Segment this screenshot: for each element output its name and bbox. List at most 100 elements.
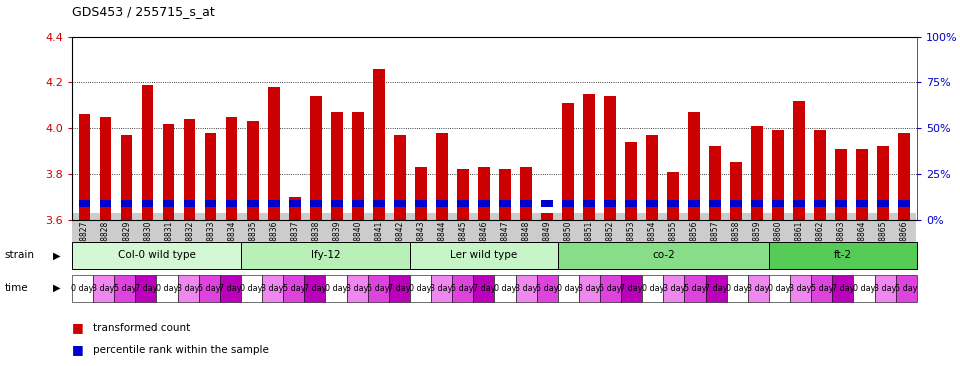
Bar bbox=[558, 274, 579, 302]
Text: 5 day: 5 day bbox=[451, 284, 474, 293]
Bar bbox=[220, 274, 241, 302]
Text: 3 day: 3 day bbox=[177, 284, 200, 293]
Bar bbox=[604, 96, 615, 220]
Text: ■: ■ bbox=[72, 343, 84, 356]
Bar bbox=[135, 274, 156, 302]
Bar bbox=[114, 274, 135, 302]
Bar bbox=[494, 274, 516, 302]
Bar bbox=[793, 101, 804, 220]
Text: 7 day: 7 day bbox=[472, 284, 495, 293]
Bar bbox=[769, 274, 790, 302]
Text: 3 day: 3 day bbox=[92, 284, 115, 293]
Text: 0 day: 0 day bbox=[493, 284, 516, 293]
Text: 5 day: 5 day bbox=[282, 284, 305, 293]
Bar bbox=[541, 213, 553, 220]
Text: time: time bbox=[5, 283, 29, 293]
Text: 0 day: 0 day bbox=[71, 284, 94, 293]
Bar bbox=[436, 200, 447, 207]
Bar bbox=[452, 274, 473, 302]
Bar bbox=[727, 274, 748, 302]
Text: 3 day: 3 day bbox=[430, 284, 453, 293]
Text: ▶: ▶ bbox=[53, 250, 60, 260]
Bar bbox=[769, 242, 917, 269]
Text: 5 day: 5 day bbox=[367, 284, 390, 293]
Bar bbox=[814, 200, 826, 207]
Bar bbox=[331, 112, 343, 220]
Text: 3 day: 3 day bbox=[747, 284, 770, 293]
Bar bbox=[262, 274, 283, 302]
Bar bbox=[394, 135, 406, 220]
Bar bbox=[642, 274, 663, 302]
Bar bbox=[706, 274, 727, 302]
Bar bbox=[752, 126, 763, 220]
Bar bbox=[394, 200, 406, 207]
Bar bbox=[646, 200, 658, 207]
Bar bbox=[389, 274, 410, 302]
Bar bbox=[100, 117, 111, 220]
Text: 5 day: 5 day bbox=[810, 284, 833, 293]
Bar bbox=[563, 200, 574, 207]
Bar bbox=[473, 274, 494, 302]
Bar bbox=[520, 200, 532, 207]
Bar bbox=[835, 200, 847, 207]
Text: 7 day: 7 day bbox=[620, 284, 643, 293]
Text: 7 day: 7 day bbox=[388, 284, 411, 293]
Bar bbox=[600, 274, 621, 302]
Text: ■: ■ bbox=[72, 321, 84, 334]
Bar bbox=[499, 169, 511, 220]
Bar bbox=[304, 274, 325, 302]
Text: 5 day: 5 day bbox=[684, 284, 707, 293]
Bar bbox=[899, 200, 910, 207]
Bar bbox=[709, 146, 721, 220]
Bar bbox=[204, 133, 216, 220]
Bar bbox=[289, 197, 300, 220]
Bar bbox=[184, 200, 196, 207]
Bar bbox=[516, 274, 537, 302]
Bar bbox=[226, 117, 237, 220]
Text: GDS453 / 255715_s_at: GDS453 / 255715_s_at bbox=[72, 5, 215, 19]
Bar bbox=[541, 200, 553, 207]
Bar bbox=[100, 200, 111, 207]
Bar bbox=[579, 274, 600, 302]
Bar bbox=[156, 274, 178, 302]
Bar bbox=[731, 200, 742, 207]
Bar bbox=[646, 135, 658, 220]
Bar bbox=[773, 200, 784, 207]
Bar bbox=[875, 274, 896, 302]
Bar bbox=[457, 200, 468, 207]
Bar bbox=[93, 274, 114, 302]
Bar bbox=[811, 274, 832, 302]
Bar bbox=[752, 200, 763, 207]
Bar bbox=[368, 274, 389, 302]
Text: percentile rank within the sample: percentile rank within the sample bbox=[93, 344, 269, 355]
Text: Ler wild type: Ler wild type bbox=[450, 250, 517, 260]
Bar bbox=[184, 119, 196, 220]
Bar bbox=[748, 274, 769, 302]
Bar bbox=[142, 200, 154, 207]
Text: ft-2: ft-2 bbox=[834, 250, 852, 260]
Text: 3 day: 3 day bbox=[874, 284, 897, 293]
Bar bbox=[79, 115, 90, 220]
Text: 5 day: 5 day bbox=[536, 284, 559, 293]
Bar bbox=[310, 96, 322, 220]
Bar bbox=[241, 274, 262, 302]
Text: 5 day: 5 day bbox=[113, 284, 136, 293]
Bar bbox=[72, 242, 241, 269]
Bar bbox=[373, 200, 385, 207]
Text: 7 day: 7 day bbox=[219, 284, 242, 293]
Bar bbox=[790, 274, 811, 302]
Text: 3 day: 3 day bbox=[789, 284, 812, 293]
Bar bbox=[410, 242, 558, 269]
Bar bbox=[247, 200, 258, 207]
Bar bbox=[877, 200, 889, 207]
Bar bbox=[478, 167, 490, 220]
Text: 5 day: 5 day bbox=[599, 284, 622, 293]
Text: 5 day: 5 day bbox=[198, 284, 221, 293]
Text: ▶: ▶ bbox=[53, 283, 60, 293]
Text: 7 day: 7 day bbox=[705, 284, 728, 293]
Bar bbox=[163, 200, 175, 207]
Bar bbox=[415, 167, 426, 220]
Bar bbox=[731, 163, 742, 220]
Text: 0 day: 0 day bbox=[324, 284, 348, 293]
Bar bbox=[352, 200, 364, 207]
